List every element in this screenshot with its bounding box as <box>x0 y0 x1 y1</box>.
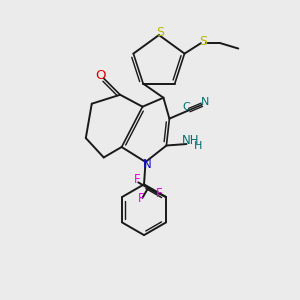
Text: NH: NH <box>182 134 199 147</box>
Text: N: N <box>142 158 152 171</box>
Text: F: F <box>134 173 140 186</box>
Text: O: O <box>95 69 105 82</box>
Text: N: N <box>201 97 209 106</box>
Text: F: F <box>138 192 145 205</box>
Text: H: H <box>194 141 202 152</box>
Text: C: C <box>182 102 190 112</box>
Text: S: S <box>199 35 207 48</box>
Text: F: F <box>156 187 163 200</box>
Text: S: S <box>157 26 164 39</box>
